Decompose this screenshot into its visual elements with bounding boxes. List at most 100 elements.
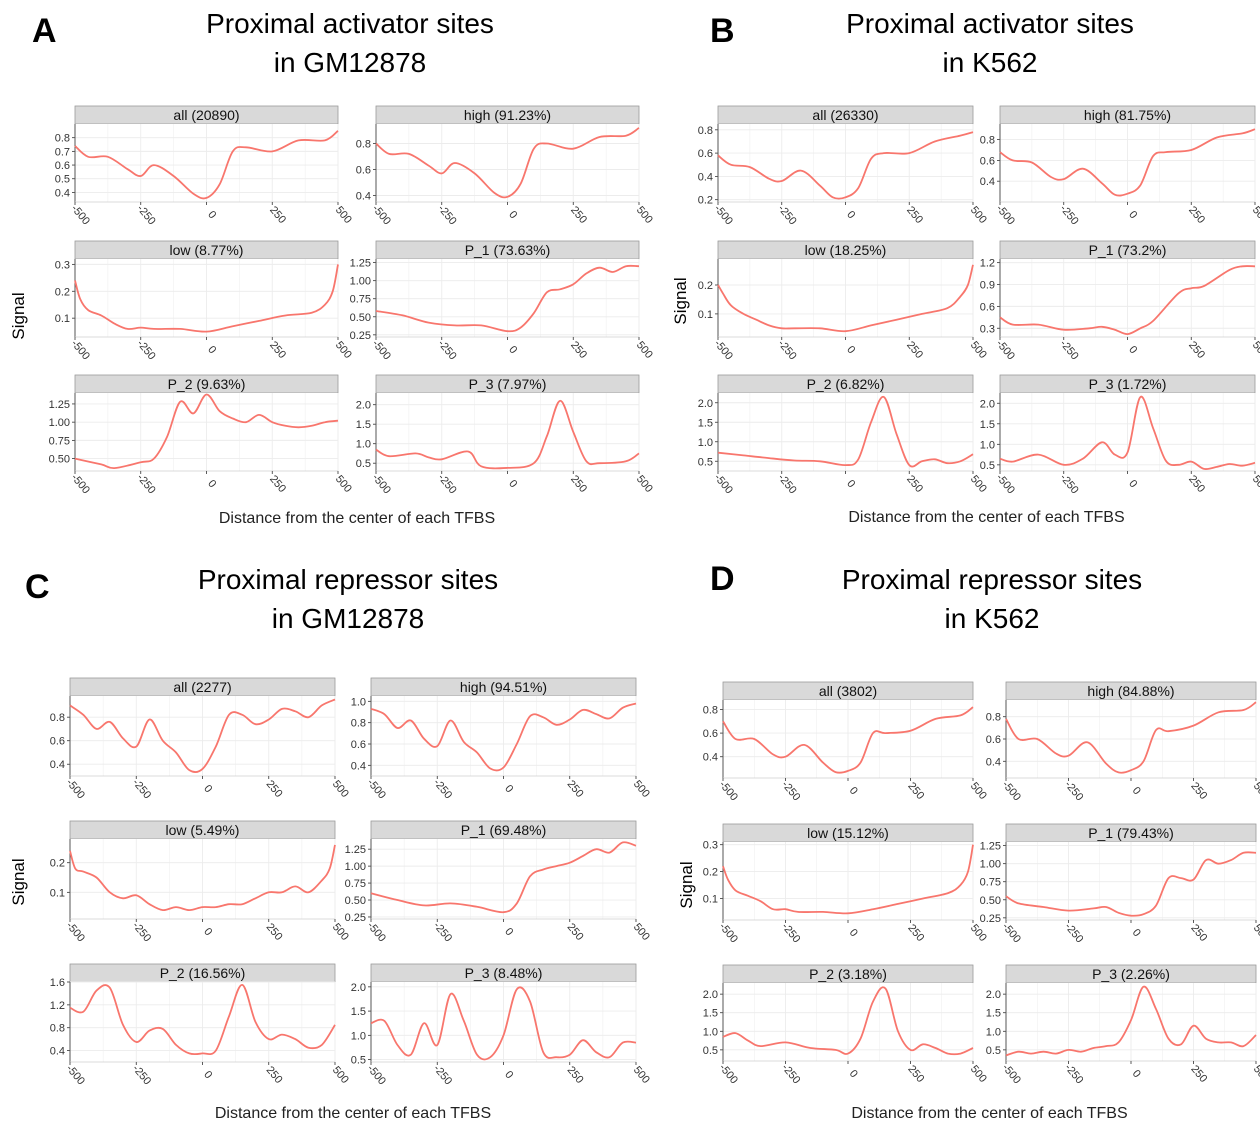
y-tick-label: 2.0 (986, 989, 1001, 1001)
signal-line (74, 264, 339, 333)
facet-strip-label: low (5.49%) (166, 822, 240, 838)
figure-letter: D (710, 560, 735, 598)
facet-panel: P_1 (73.63%) 0.25 0.50 0.75 1.00 1.25 -500 -250… (350, 240, 655, 362)
x-tick-label: -500 (712, 472, 735, 497)
y-tick-label: 0.25 (350, 330, 371, 342)
facet-strip-label: low (18.25%) (805, 242, 887, 258)
x-tick-label: 0 (1126, 344, 1139, 356)
x-tick-label: -250 (779, 921, 802, 946)
y-tick-label: 0.6 (356, 165, 371, 177)
x-tick-label: 500 (333, 204, 354, 226)
y-tick-label: 1.25 (980, 841, 1001, 853)
signal-line (375, 264, 640, 333)
x-tick-label: -250 (431, 777, 454, 802)
x-tick-label: 500 (631, 778, 652, 800)
y-tick-label: 0.8 (986, 712, 1001, 724)
x-tick-label: 500 (634, 473, 655, 495)
y-tick-label: 1.00 (49, 417, 70, 429)
y-tick-label: 1.5 (356, 419, 371, 431)
y-tick-label: 1.0 (986, 1026, 1001, 1038)
y-tick-label: 0.5 (356, 458, 371, 470)
y-tick-label: 0.4 (698, 171, 713, 183)
y-tick-label: 0.9 (980, 280, 995, 292)
signal-line (717, 131, 974, 200)
x-tick-label: 500 (634, 204, 655, 226)
facet-strip-label: P_3 (8.48%) (465, 965, 543, 981)
y-tick-label: 1.5 (703, 1008, 718, 1020)
y-tick-label: 1.25 (345, 844, 366, 856)
signal-line (722, 706, 974, 774)
x-tick-label: 500 (968, 780, 989, 802)
x-tick-label: 250 (1188, 780, 1209, 802)
facet-panel: low (8.77%) 0.1 0.2 0.3 -500 -250 0 250 500 (55, 240, 354, 363)
y-tick-label: 1.5 (986, 1008, 1001, 1020)
y-tick-label: 0.8 (351, 718, 366, 730)
y-tick-label: 0.6 (55, 160, 70, 172)
y-tick-label: 0.7 (55, 146, 70, 158)
facet-panel: P_2 (16.56%) 0.4 0.8 1.2 1.6 -500 -250 0 250 500 (50, 963, 351, 1087)
figure-b: B Proximal activator sites in K562 Signal Di… (671, 8, 1260, 526)
y-tick-label: 2.0 (980, 398, 995, 410)
y-tick-label: 0.8 (50, 712, 65, 724)
y-tick-label: 0.4 (986, 756, 1001, 768)
x-tick-label: 0 (502, 926, 515, 938)
x-tick-label: 250 (1188, 922, 1209, 944)
figure-title-line1: Proximal activator sites (846, 8, 1134, 39)
y-tick-label: 0.4 (351, 760, 366, 772)
x-tick-label: -500 (994, 203, 1017, 228)
x-tick-label: -500 (994, 338, 1017, 363)
facet-strip-label: low (8.77%) (170, 242, 244, 258)
y-tick-label: 0.8 (980, 135, 995, 147)
facet-strip-label: high (81.75%) (1084, 107, 1171, 123)
x-tick-label: -500 (69, 203, 92, 228)
x-tick-label: -250 (134, 338, 157, 363)
x-tick-label: -250 (435, 203, 458, 228)
y-tick-label: 0.5 (351, 1055, 366, 1067)
figure-a: A Proximal activator sites in GM12878 Signa… (9, 8, 655, 527)
x-axis-label: Distance from the center of each TFBS (215, 1105, 491, 1122)
facet-strip-label: P_3 (2.26%) (1092, 966, 1170, 982)
signal-line (717, 395, 974, 468)
y-tick-label: 1.0 (703, 1026, 718, 1038)
facet-strip-label: P_2 (3.18%) (809, 966, 887, 982)
signal-line (1005, 985, 1257, 1057)
x-tick-label: -500 (370, 472, 393, 497)
x-tick-label: 0 (844, 344, 857, 356)
x-tick-label: 250 (905, 1063, 926, 1085)
y-tick-label: 0.5 (55, 174, 70, 186)
facet-strip-label: P_1 (79.43%) (1088, 825, 1174, 841)
facet-strip-label: all (20890) (173, 107, 239, 123)
y-tick-label: 1.2 (980, 258, 995, 270)
x-tick-label: 250 (568, 473, 589, 495)
y-tick-label: 0.6 (986, 734, 1001, 746)
facet-panel: P_2 (9.63%) 0.50 0.75 1.00 1.25 -500 -250 0 250 5… (49, 374, 354, 496)
x-tick-label: 0 (506, 344, 519, 356)
y-tick-label: 1.0 (356, 439, 371, 451)
y-tick-label: 0.5 (986, 1045, 1001, 1057)
x-tick-label: 250 (565, 921, 586, 943)
x-tick-label: 0 (506, 478, 519, 490)
x-tick-label: 0 (1126, 209, 1139, 221)
facet-strip-label: all (2277) (173, 679, 231, 695)
x-tick-label: -500 (365, 777, 388, 802)
figure-title-line1: Proximal repressor sites (198, 564, 498, 595)
facet-panel: all (2277) 0.4 0.6 0.8 -500 -250 0 250 500 (50, 677, 351, 801)
x-tick-label: 500 (631, 1064, 652, 1086)
y-tick-label: 1.00 (980, 859, 1001, 871)
y-tick-label: 0.4 (50, 759, 65, 771)
signal-line (375, 127, 640, 199)
y-tick-label: 0.4 (55, 187, 70, 199)
facet-panel: low (15.12%) 0.1 0.2 0.3 -500 -250 0 250 500 (703, 823, 989, 946)
x-tick-label: -250 (1057, 472, 1080, 497)
figure-title-line2: in K562 (943, 47, 1038, 78)
y-tick-label: 0.2 (698, 280, 713, 292)
y-tick-label: 1.00 (345, 861, 366, 873)
x-tick-label: -500 (712, 338, 735, 363)
figure-title-line1: Proximal activator sites (206, 8, 494, 39)
x-tick-label: -500 (717, 779, 740, 804)
x-tick-label: 500 (330, 921, 351, 943)
x-tick-label: -500 (69, 338, 92, 363)
x-tick-label: -500 (994, 472, 1017, 497)
x-tick-label: 0 (205, 209, 218, 221)
y-tick-label: 0.5 (703, 1045, 718, 1057)
